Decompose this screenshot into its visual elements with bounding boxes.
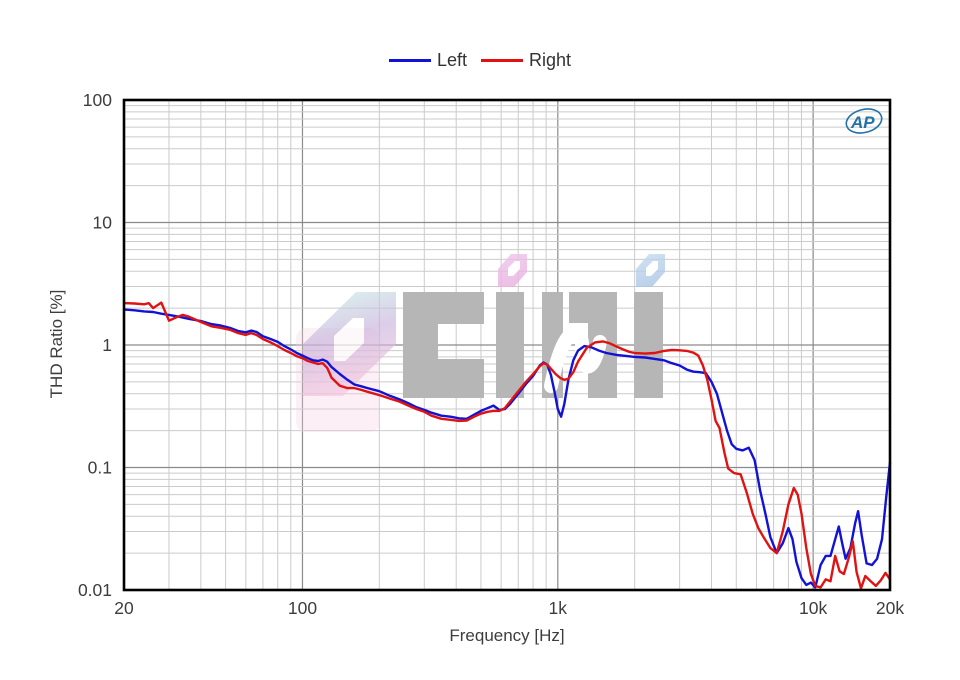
x-tick-label: 10k bbox=[799, 598, 827, 618]
right-series-swatch bbox=[481, 59, 523, 62]
y-tick-label: 0.01 bbox=[78, 580, 112, 600]
data-curves bbox=[122, 301, 892, 590]
y-axis-title: THD Ratio [%] bbox=[47, 289, 66, 399]
watermark-letter-c bbox=[403, 292, 484, 398]
y-tick-label: 1 bbox=[102, 335, 112, 355]
ap-logo: AP bbox=[845, 108, 883, 134]
y-tick-label: 100 bbox=[83, 90, 112, 110]
legend-label-right: Right bbox=[529, 50, 572, 70]
legend-label-left: Left bbox=[436, 50, 467, 70]
ap-logo-text: AP bbox=[850, 113, 875, 132]
watermark-letter-i2 bbox=[634, 292, 663, 398]
x-tick-label: 20 bbox=[114, 598, 134, 618]
watermark-letter-n-mid bbox=[569, 292, 588, 323]
plot-border bbox=[122, 98, 892, 592]
legend-item-right: Right bbox=[481, 50, 571, 71]
x-tick-label: 1k bbox=[549, 598, 568, 618]
curve-right bbox=[122, 301, 892, 590]
left-series-swatch bbox=[388, 59, 431, 62]
watermark-glyph-zero bbox=[303, 292, 396, 396]
watermark-dot-pink bbox=[498, 254, 527, 287]
watermark-logo bbox=[296, 254, 665, 432]
watermark-letter-i1 bbox=[496, 292, 524, 398]
y-tick-label: 10 bbox=[93, 213, 113, 233]
ap-logo-swoosh bbox=[845, 108, 883, 134]
legend-item-left: Left bbox=[388, 50, 467, 71]
x-axis-title: Frequency [Hz] bbox=[449, 626, 565, 645]
x-tick-label: 100 bbox=[288, 598, 317, 618]
watermark-dot-blue bbox=[636, 254, 665, 287]
chart-legend: Left Right bbox=[0, 50, 960, 71]
x-tick-label: 20k bbox=[876, 598, 904, 618]
y-tick-label: 0.1 bbox=[88, 458, 112, 478]
curve-left bbox=[122, 308, 892, 589]
